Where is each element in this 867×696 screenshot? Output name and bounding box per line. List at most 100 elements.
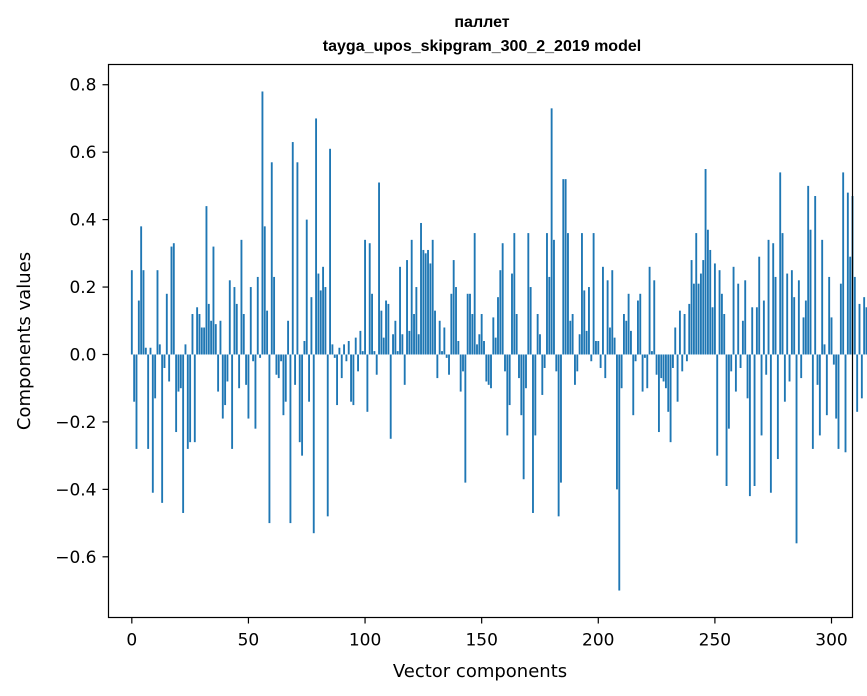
bar: [179, 354, 182, 389]
bar: [392, 334, 394, 355]
bar: [776, 354, 779, 460]
bar: [748, 354, 751, 497]
bar: [242, 314, 245, 355]
y-tick-label: −0.4: [55, 480, 96, 500]
bar: [553, 239, 555, 355]
bar: [273, 276, 276, 355]
bar: [441, 351, 443, 355]
bar: [144, 347, 147, 355]
bar: [268, 354, 271, 524]
bar: [403, 354, 406, 385]
bar: [609, 327, 611, 355]
bar: [172, 243, 175, 355]
bar: [706, 229, 709, 355]
bar: [602, 266, 604, 355]
bar: [291, 142, 294, 355]
bar: [744, 280, 747, 355]
bar: [233, 287, 236, 355]
bar: [804, 300, 807, 355]
bar: [417, 334, 420, 355]
bar: [235, 303, 238, 355]
bar: [525, 354, 527, 389]
bar: [487, 354, 490, 385]
bar: [387, 303, 390, 355]
bar: [329, 148, 331, 355]
bar: [133, 354, 136, 402]
bar: [485, 354, 488, 382]
bar: [410, 239, 413, 355]
bar: [567, 233, 569, 355]
bar: [732, 266, 735, 355]
bar: [578, 334, 581, 355]
bar: [550, 108, 553, 355]
bar: [790, 270, 793, 355]
chart-title: паллет: [454, 14, 509, 31]
bar: [539, 334, 541, 355]
bar: [466, 293, 469, 355]
bar: [436, 354, 439, 379]
bar: [755, 307, 758, 355]
bar: [161, 354, 164, 503]
y-axis-label: Components values: [14, 252, 35, 430]
bar: [270, 162, 273, 355]
bar: [471, 314, 474, 355]
bar: [413, 314, 415, 355]
bar: [588, 287, 590, 355]
bar: [753, 354, 756, 486]
x-tick-label: 300: [815, 631, 847, 651]
bar: [280, 354, 283, 362]
bar: [380, 310, 383, 355]
bar: [709, 249, 712, 355]
bar: [277, 354, 280, 379]
bar: [331, 344, 334, 355]
bar: [842, 172, 845, 355]
bar: [529, 287, 532, 355]
bar: [261, 91, 264, 355]
bar: [224, 354, 227, 406]
bar: [296, 162, 299, 355]
chart-subtitle: tayga_upos_skipgram_300_2_2019 model: [323, 38, 641, 55]
bar: [858, 303, 861, 355]
bar: [853, 276, 856, 355]
bar: [643, 354, 646, 358]
bar: [149, 347, 152, 355]
bar: [508, 354, 511, 406]
bar: [783, 354, 786, 402]
bar: [443, 327, 446, 355]
bar: [616, 354, 618, 490]
bar: [287, 320, 290, 355]
bar: [340, 354, 343, 379]
bar: [490, 354, 492, 389]
bar: [198, 314, 201, 355]
bar: [860, 354, 863, 399]
bar: [576, 354, 579, 372]
bar: [716, 354, 719, 456]
bar: [191, 314, 194, 355]
bar: [207, 303, 210, 355]
bar: [408, 330, 411, 355]
bar: [147, 354, 150, 449]
bar: [746, 354, 749, 399]
bar: [846, 192, 849, 355]
bars-group: [130, 91, 867, 591]
bar: [464, 354, 467, 483]
y-tick-label: 0.0: [69, 345, 96, 365]
bar: [557, 354, 560, 517]
bar: [625, 320, 628, 355]
bar: [168, 354, 171, 382]
bar: [592, 233, 595, 355]
y-tick-label: −0.2: [55, 413, 96, 433]
plot-frame: [107, 63, 854, 619]
bar: [275, 354, 278, 375]
bar: [725, 354, 728, 486]
bar: [219, 320, 222, 355]
bar: [595, 341, 597, 355]
bar: [445, 354, 448, 358]
bar: [396, 351, 399, 355]
bar: [767, 239, 770, 355]
bar: [247, 354, 250, 419]
bar: [301, 354, 304, 456]
bar: [664, 354, 667, 389]
bar: [762, 300, 765, 355]
bar: [499, 270, 502, 355]
